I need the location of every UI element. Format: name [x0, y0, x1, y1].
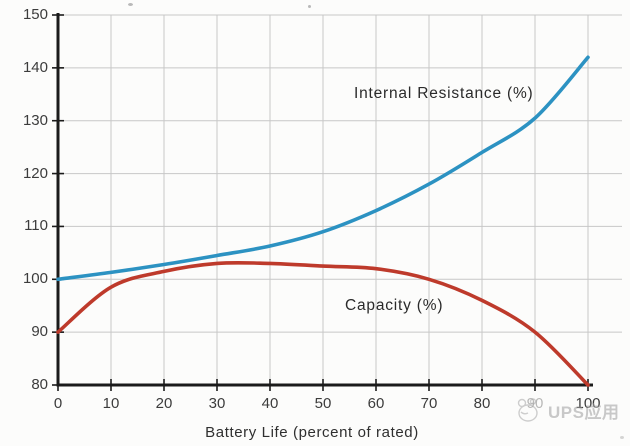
x-tick-label: 30: [208, 395, 226, 412]
x-tick-label: 80: [473, 395, 491, 412]
x-tick-label: 10: [102, 395, 120, 412]
y-tick-label: 110: [24, 217, 48, 235]
y-tick-label: 130: [22, 111, 48, 129]
y-tick-label: 100: [22, 270, 48, 288]
artifact-speck: [620, 436, 624, 439]
artifact-speck: [128, 3, 133, 6]
y-tick-label: 150: [22, 6, 48, 23]
capacity-curve: [56, 260, 590, 387]
internal-resistance-curve: [56, 55, 590, 282]
series-label-internal-resistance: Internal Resistance (%): [354, 85, 534, 102]
x-tick-label: 20: [155, 395, 173, 412]
x-tick-label: 40: [261, 395, 279, 412]
x-tick-label: 100: [575, 395, 601, 412]
x-tick-label: 60: [367, 395, 385, 412]
x-axis-title: Battery Life (percent of rated): [205, 424, 419, 441]
x-tick-label: 70: [420, 395, 438, 412]
artifact-speck: [308, 5, 311, 8]
y-tick-label: 140: [22, 58, 48, 76]
x-tick-label: 0: [53, 395, 63, 412]
series-label-capacity: Capacity (%): [345, 297, 444, 314]
x-tick-label: 90: [526, 395, 544, 412]
y-tick-label: 90: [31, 323, 48, 341]
y-tick-label: 80: [31, 376, 48, 393]
x-tick-label: 50: [314, 395, 332, 412]
y-tick-label: 120: [22, 164, 48, 182]
